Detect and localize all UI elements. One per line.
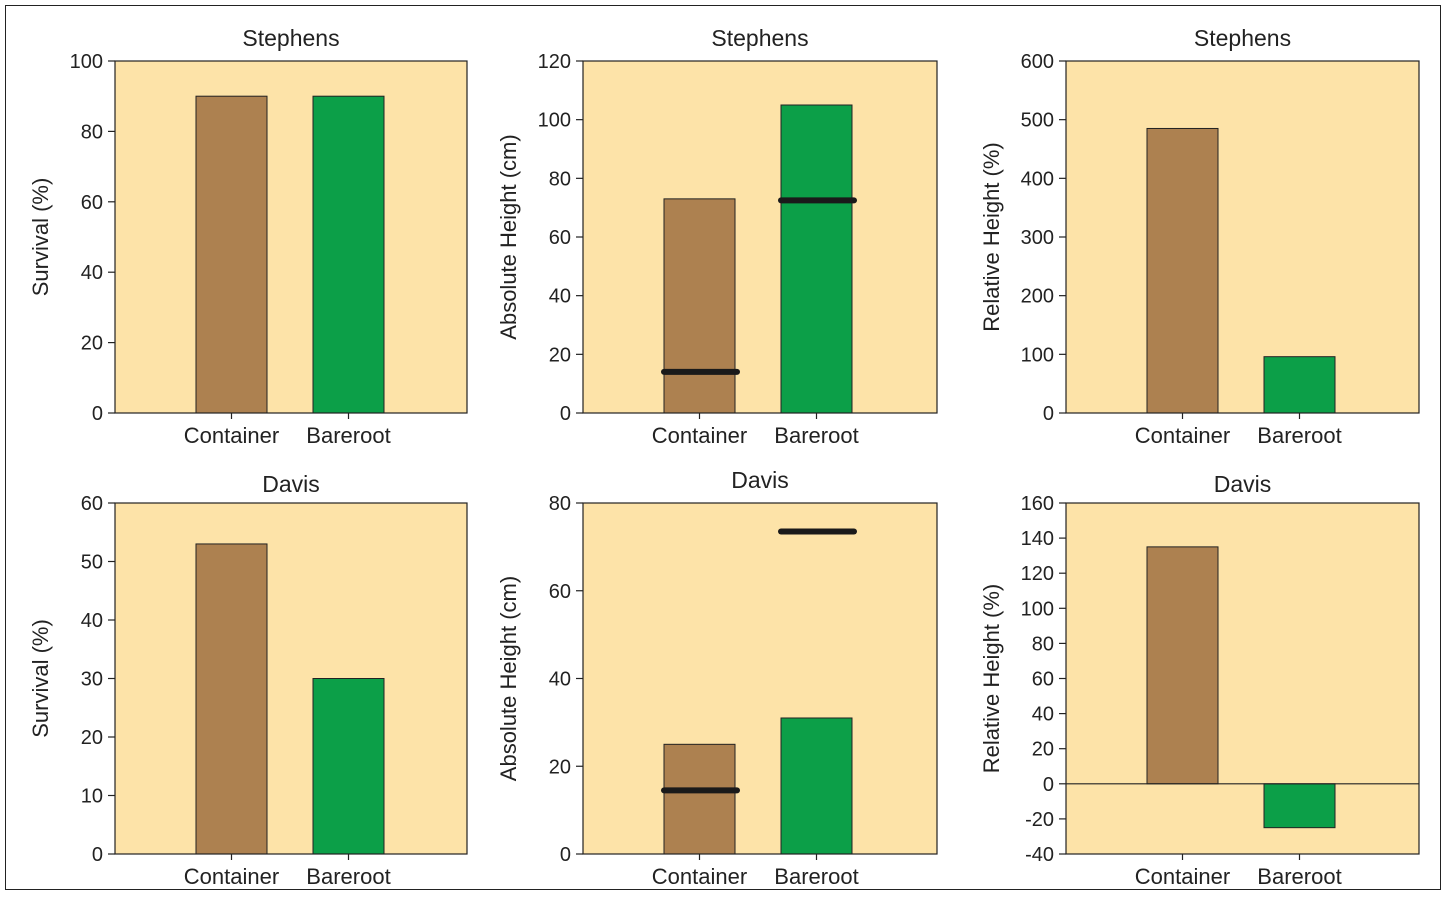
bar-bareroot	[312, 95, 385, 414]
x-tick-label-bareroot: Bareroot	[306, 864, 390, 889]
chart-panel-1: 0 20 40 60 80 100 Container Bareroot Stephens Sur…	[28, 25, 468, 448]
y-tick-label: 20	[549, 344, 571, 366]
chart-panel-5: 0 20 40 60 80 Container Bareroot Davis Absolute …	[496, 467, 938, 889]
y-tick-label: 30	[81, 669, 103, 691]
y-tick-label: 160	[1021, 493, 1054, 515]
y-tick-label: 40	[549, 669, 571, 691]
chart-title: Davis	[262, 471, 320, 497]
y-tick-label: 100	[538, 110, 571, 132]
y-tick-label: 60	[1032, 669, 1054, 691]
y-tick-label: 20	[81, 333, 103, 355]
x-tick-label-bareroot: Bareroot	[774, 864, 858, 889]
y-tick-label: 20	[549, 756, 571, 778]
y-tick-label: 20	[1032, 739, 1054, 761]
plot-area	[1066, 61, 1419, 413]
y-tick-label: 40	[81, 262, 103, 284]
y-tick-label: 0	[560, 844, 571, 866]
x-tick-label-container: Container	[1135, 423, 1230, 448]
y-tick-label: 140	[1021, 528, 1054, 550]
x-tick-label-bareroot: Bareroot	[774, 423, 858, 448]
y-tick-label: 60	[81, 192, 103, 214]
y-tick-label: 100	[1021, 344, 1054, 366]
bar-container	[663, 198, 736, 414]
bar-container	[195, 543, 268, 855]
chart-title: Davis	[731, 467, 789, 493]
y-tick-label: 120	[1021, 563, 1054, 585]
plot-area	[583, 503, 937, 854]
y-tick-label: 0	[1043, 403, 1054, 425]
bar-bareroot	[780, 104, 853, 414]
chart-panel-4: 0 10 20 30 40 50 60 Container Bareroot Davis Survi…	[28, 471, 468, 889]
y-tick-label: 50	[81, 552, 103, 574]
x-tick-label-bareroot: Bareroot	[1257, 423, 1341, 448]
x-tick-label-container: Container	[184, 864, 279, 889]
x-tick-label-container: Container	[184, 423, 279, 448]
x-tick-label-bareroot: Bareroot	[1257, 864, 1341, 889]
y-tick-label: 200	[1021, 286, 1054, 308]
chart-title: Stephens	[1194, 25, 1291, 51]
y-tick-label: 0	[560, 403, 571, 425]
y-tick-label: 60	[549, 581, 571, 603]
y-axis-label: Survival (%)	[28, 619, 53, 738]
y-tick-label: -20	[1025, 809, 1054, 831]
x-tick-label-container: Container	[652, 423, 747, 448]
plot-area	[115, 61, 467, 413]
y-tick-label: 0	[92, 403, 103, 425]
y-tick-label: 60	[549, 227, 571, 249]
y-tick-label: 10	[81, 786, 103, 808]
chart-title: Stephens	[242, 25, 339, 51]
x-tick-label-container: Container	[1135, 864, 1230, 889]
y-tick-label: 40	[549, 286, 571, 308]
bar-bareroot	[1263, 356, 1336, 414]
y-tick-label: 80	[1032, 633, 1054, 655]
y-tick-label: 120	[538, 51, 571, 73]
y-tick-label: 80	[549, 493, 571, 515]
y-tick-label: 500	[1021, 110, 1054, 132]
bar-container	[1146, 546, 1219, 785]
y-tick-label: 300	[1021, 227, 1054, 249]
y-tick-label: 20	[81, 727, 103, 749]
plot-border	[114, 60, 468, 414]
chart-panel-6: -40 -20 0 20 40 60 80 100 120 140 160 Container Bare…	[979, 471, 1420, 889]
y-tick-label: 80	[549, 168, 571, 190]
y-axis-label: Relative Height (%)	[979, 142, 1004, 332]
plot-area	[115, 503, 467, 854]
y-tick-label: 600	[1021, 51, 1054, 73]
chart-panel-3: 0 100 200 300 400 500 600 Container Bareroot Step…	[979, 25, 1420, 448]
bar-bareroot	[1263, 783, 1336, 829]
y-tick-label: 40	[81, 610, 103, 632]
y-tick-label: 100	[70, 51, 103, 73]
y-tick-label: 0	[1043, 774, 1054, 796]
y-tick-label: 60	[81, 493, 103, 515]
y-tick-label: 100	[1021, 598, 1054, 620]
y-tick-label: 80	[81, 121, 103, 143]
y-axis-label: Survival (%)	[28, 178, 53, 297]
y-tick-label: 0	[92, 844, 103, 866]
plot-area	[583, 61, 937, 413]
x-tick-label-container: Container	[652, 864, 747, 889]
bar-container	[663, 743, 736, 855]
y-axis-label: Relative Height (%)	[979, 584, 1004, 774]
chart-title: Davis	[1214, 471, 1272, 497]
chart-panel-2: 0 20 40 60 80 100 120 Container Bareroot Stephens…	[496, 25, 938, 448]
bar-bareroot	[312, 678, 385, 855]
y-tick-label: -40	[1025, 844, 1054, 866]
bar-container	[195, 95, 268, 414]
bar-bareroot	[780, 717, 853, 855]
plot-area	[1066, 503, 1419, 854]
y-tick-label: 40	[1032, 704, 1054, 726]
bar-container	[1146, 127, 1219, 414]
x-tick-label-bareroot: Bareroot	[306, 423, 390, 448]
chart-title: Stephens	[711, 25, 808, 51]
y-tick-label: 400	[1021, 168, 1054, 190]
y-axis-label: Absolute Height (cm)	[496, 134, 521, 339]
y-axis-label: Absolute Height (cm)	[496, 576, 521, 781]
